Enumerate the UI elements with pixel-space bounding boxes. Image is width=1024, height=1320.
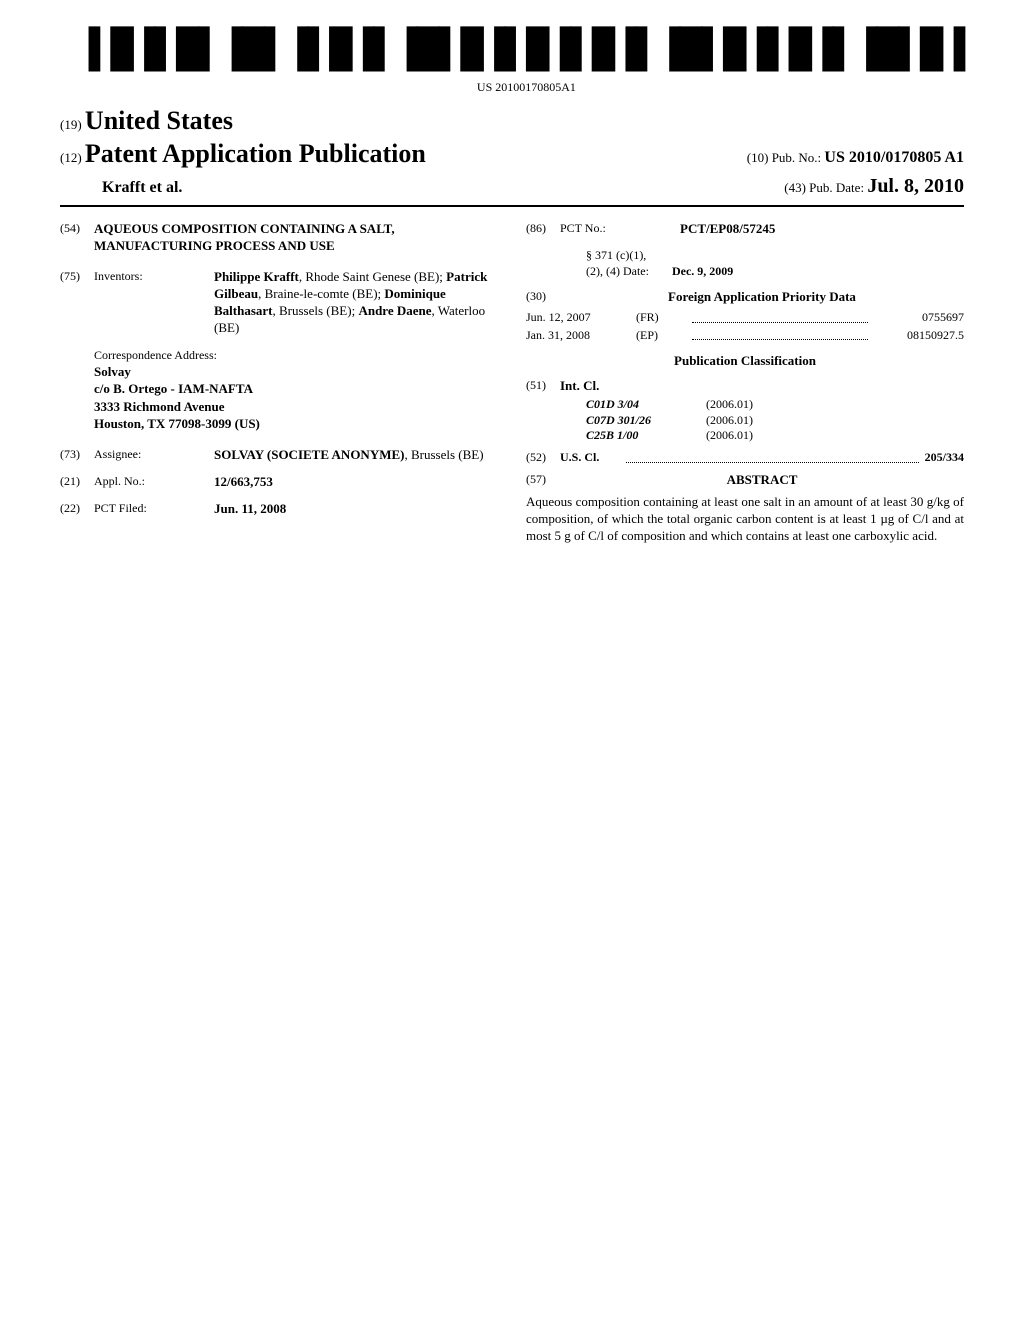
intcl-code: C25B 1/00: [586, 428, 706, 444]
inventor-loc: , Rhode Saint Genese (BE);: [299, 269, 446, 284]
priority-data: Jun. 12, 2007 (FR) 0755697 Jan. 31, 2008 …: [526, 310, 964, 343]
pubdate-label: Pub. Date:: [809, 180, 864, 195]
correspondence: Correspondence Address: Solvayc/o B. Ort…: [94, 347, 498, 433]
filed-num: (22): [60, 501, 94, 518]
s371-date: Dec. 9, 2009: [672, 264, 733, 278]
inventor-name: Philippe Krafft: [214, 269, 299, 284]
pubclass-head: Publication Classification: [526, 353, 964, 370]
corr-line: Houston, TX 77098-3099 (US): [94, 415, 498, 433]
authors: Krafft et al.: [60, 178, 182, 199]
corr-label: Correspondence Address:: [94, 347, 498, 363]
pct-label: PCT No.:: [560, 221, 680, 238]
uscl-num: (52): [526, 450, 560, 466]
intcl-year: (2006.01): [706, 397, 753, 413]
intcl-row: C07D 301/26 (2006.01): [586, 413, 964, 429]
s371: § 371 (c)(1), (2), (4) Date: Dec. 9, 200…: [586, 248, 964, 279]
right-column: (86) PCT No.: PCT/EP08/57245 § 371 (c)(1…: [526, 221, 964, 545]
intcl-code: C01D 3/04: [586, 397, 706, 413]
intcl-num: (51): [526, 378, 560, 395]
corr-line: 3333 Richmond Avenue: [94, 398, 498, 416]
s371-2: (2), (4) Date:: [586, 264, 649, 278]
inventors-label: Inventors:: [94, 269, 214, 337]
filed-date: Jun. 11, 2008: [214, 501, 498, 518]
intcl-list: C01D 3/04 (2006.01)C07D 301/26 (2006.01)…: [586, 397, 964, 444]
barcode-text: US 20100170805A1: [89, 80, 964, 96]
prefix-10: (10): [747, 150, 769, 165]
prefix-43: (43): [784, 180, 806, 195]
inventor-name: Andre Daene: [358, 303, 431, 318]
doctype: Patent Application Publication: [85, 139, 426, 168]
priority-row: Jan. 31, 2008 (EP) 08150927.5: [526, 328, 964, 344]
prefix-12: (12): [60, 150, 82, 165]
corr-line: Solvay: [94, 363, 498, 381]
invention-title: AQUEOUS COMPOSITION CONTAINING A SALT, M…: [94, 221, 498, 255]
pubno-label: Pub. No.:: [772, 150, 821, 165]
intcl-code: C07D 301/26: [586, 413, 706, 429]
intcl-row: C01D 3/04 (2006.01): [586, 397, 964, 413]
intcl-year: (2006.01): [706, 413, 753, 429]
pct-num: (86): [526, 221, 560, 238]
intcl-label: Int. Cl.: [560, 378, 964, 395]
prio-no: 0755697: [874, 310, 964, 326]
filed-label: PCT Filed:: [94, 501, 214, 518]
assignee: SOLVAY (SOCIETE ANONYME), Brussels (BE): [214, 447, 498, 464]
inventors-list: Philippe Krafft, Rhode Saint Genese (BE)…: [214, 269, 498, 337]
abstract-label: ABSTRACT: [560, 472, 964, 489]
dots: [626, 450, 919, 463]
prio-date: Jun. 12, 2007: [526, 310, 636, 326]
priority-row: Jun. 12, 2007 (FR) 0755697: [526, 310, 964, 326]
pubdate: Jul. 8, 2010: [867, 175, 964, 197]
appl-no: 12/663,753: [214, 474, 498, 491]
appl-num: (21): [60, 474, 94, 491]
inventors-num: (75): [60, 269, 94, 337]
abstract-num: (57): [526, 472, 560, 489]
corr-line: c/o B. Ortego - IAM-NAFTA: [94, 380, 498, 398]
prio-cc: (FR): [636, 310, 686, 326]
columns: (54) AQUEOUS COMPOSITION CONTAINING A SA…: [60, 221, 964, 545]
assignee-num: (73): [60, 447, 94, 464]
barcode-block: ▌█▐▌█▌▐█▌▐▌█▐▌▐█▌█▐▌█▐▌█▐▌▐█▌█▐▌█▐▌▐█▌█▐…: [60, 40, 964, 96]
prio-cc: (EP): [636, 328, 686, 344]
uscl-val: 205/334: [925, 450, 964, 466]
uscl-label: U.S. Cl.: [560, 450, 620, 466]
inventor-loc: , Braine-le-comte (BE);: [258, 286, 384, 301]
assignee-label: Assignee:: [94, 447, 214, 464]
prio-date: Jan. 31, 2008: [526, 328, 636, 344]
abstract-text: Aqueous composition containing at least …: [526, 494, 964, 545]
country: United States: [85, 106, 233, 135]
left-column: (54) AQUEOUS COMPOSITION CONTAINING A SA…: [60, 221, 498, 545]
header: (19) United States (12) Patent Applicati…: [60, 104, 964, 200]
pct-no: PCT/EP08/57245: [680, 221, 964, 238]
pubno: US 2010/0170805 A1: [824, 149, 964, 166]
foreign-num: (30): [526, 289, 560, 306]
appl-label: Appl. No.:: [94, 474, 214, 491]
s371-1: § 371 (c)(1),: [586, 248, 964, 264]
inventor-loc: , Brussels (BE);: [273, 303, 359, 318]
prefix-19: (19): [60, 117, 82, 132]
foreign-head: Foreign Application Priority Data: [560, 289, 964, 306]
rule: [60, 205, 964, 207]
prio-no: 08150927.5: [874, 328, 964, 344]
intcl-year: (2006.01): [706, 428, 753, 444]
barcode: ▌█▐▌█▌▐█▌▐▌█▐▌▐█▌█▐▌█▐▌█▐▌▐█▌█▐▌█▐▌▐█▌█▐: [89, 40, 964, 78]
intcl-row: C25B 1/00 (2006.01): [586, 428, 964, 444]
title-num: (54): [60, 221, 94, 255]
